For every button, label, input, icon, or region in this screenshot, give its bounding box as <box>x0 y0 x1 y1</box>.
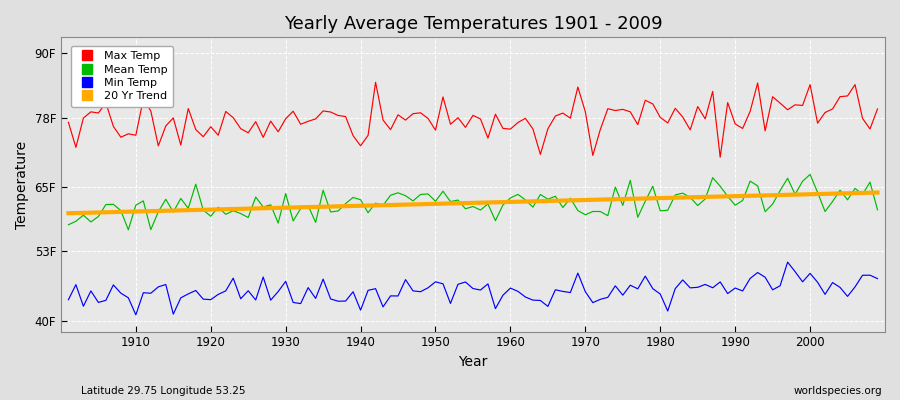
Y-axis label: Temperature: Temperature <box>15 140 29 228</box>
X-axis label: Year: Year <box>458 355 488 369</box>
Legend: Max Temp, Mean Temp, Min Temp, 20 Yr Trend: Max Temp, Mean Temp, Min Temp, 20 Yr Tre… <box>70 46 173 107</box>
Text: Latitude 29.75 Longitude 53.25: Latitude 29.75 Longitude 53.25 <box>81 386 246 396</box>
Title: Yearly Average Temperatures 1901 - 2009: Yearly Average Temperatures 1901 - 2009 <box>284 15 662 33</box>
Text: worldspecies.org: worldspecies.org <box>794 386 882 396</box>
